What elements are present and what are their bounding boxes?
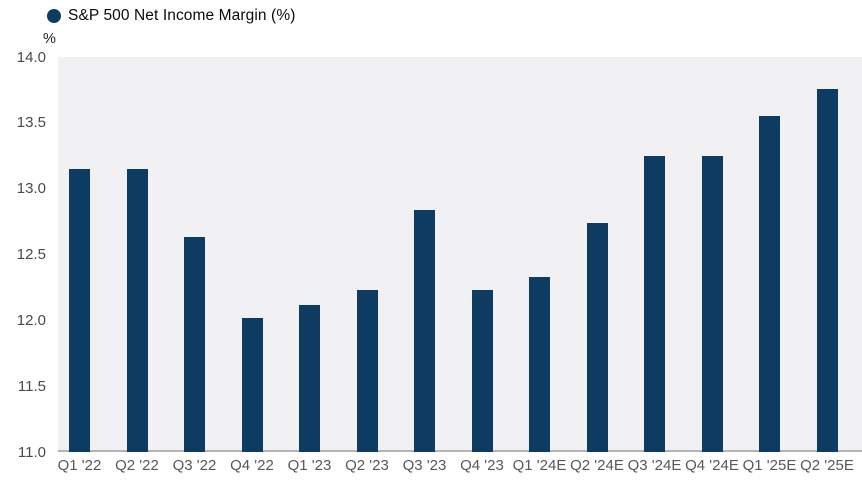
bar-Q2 '23 — [356, 290, 378, 452]
x-tick-label: Q3 '22 — [172, 457, 217, 474]
x-axis-line — [58, 450, 862, 452]
x-tick-label: Q2 '25E — [800, 457, 854, 474]
y-tick-label: 11.5 — [17, 377, 46, 395]
y-axis-tick-labels: 14.0 13.5 13.0 12.5 12.0 11.5 11.0 — [0, 49, 50, 461]
legend: S&P 500 Net Income Margin (%) — [47, 7, 295, 25]
x-tick-label: Q4 '22 — [230, 457, 274, 474]
x-tick-label: Q2 '22 — [115, 457, 159, 474]
bar-Q2 '22 — [126, 168, 148, 452]
x-tick-label: Q2 '23 — [345, 457, 389, 474]
bar-Q2 '24E — [586, 222, 608, 452]
bar-Q1 '22 — [69, 168, 90, 452]
bar-Q3 '22 — [184, 237, 205, 452]
bar-Q1 '24E — [529, 276, 550, 452]
legend-series-label: S&P 500 Net Income Margin (%) — [68, 7, 296, 24]
x-tick-label: Q2 '24E — [570, 457, 624, 474]
bar-Q1 '25E — [759, 116, 780, 452]
legend-series-dot-icon — [47, 9, 61, 23]
y-tick-label: 11.0 — [17, 443, 46, 461]
x-tick-label: Q4 '23 — [460, 457, 504, 474]
bar-Q3 '23 — [414, 209, 435, 452]
y-tick-label: 13.5 — [16, 114, 46, 132]
bar-Q4 '23 — [471, 290, 493, 452]
x-tick-label: Q1 '22 — [57, 457, 102, 474]
bar-Q1 '23 — [299, 304, 320, 452]
x-tick-label: Q1 '24E — [512, 457, 567, 474]
x-tick-label: Q3 '23 — [402, 457, 447, 474]
x-tick-label: Q1 '23 — [287, 457, 332, 474]
x-axis-tick-labels: Q1 '22 Q2 '22 Q3 '22 Q4 '22 Q1 '23 Q2 '23 Q3 '… — [58, 457, 862, 479]
y-axis-unit-label: % — [43, 31, 56, 47]
plot-area — [58, 57, 862, 452]
y-tick-label: 12.0 — [16, 311, 46, 329]
y-tick-label: 12.5 — [16, 246, 46, 263]
x-tick-label: Q1 '25E — [742, 457, 797, 474]
x-tick-label: Q3 '24E — [627, 457, 682, 474]
bar-Q3 '24E — [644, 155, 665, 452]
bar-Q4 '24E — [701, 155, 723, 452]
x-tick-label: Q4 '24E — [685, 457, 739, 474]
y-tick-label: 14.0 — [16, 48, 46, 66]
y-tick-label: 13.0 — [16, 180, 46, 198]
bar-Q4 '22 — [241, 317, 263, 452]
bar-Q2 '25E — [816, 88, 838, 452]
